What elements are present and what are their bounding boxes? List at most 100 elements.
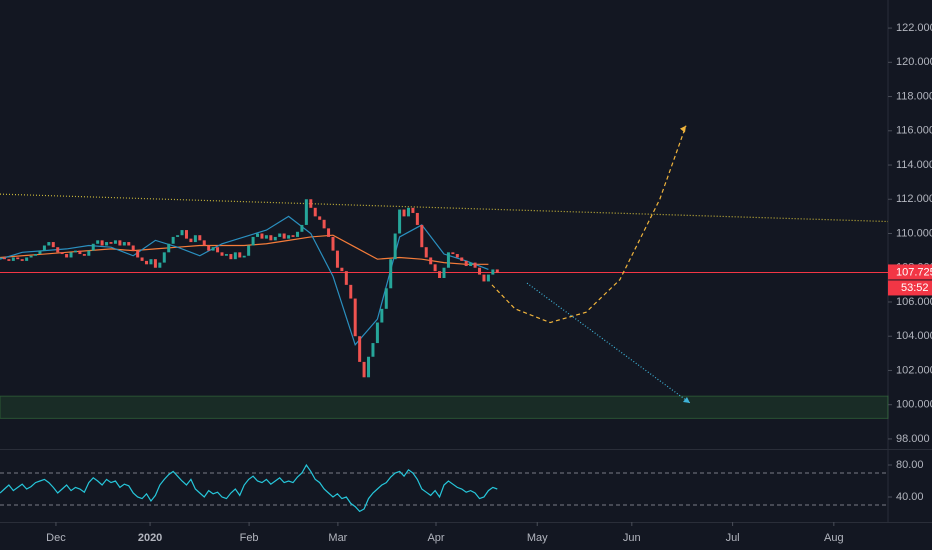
y-tick-label: 122.000 <box>896 22 932 34</box>
candle <box>460 257 464 261</box>
candle <box>109 242 113 244</box>
candle <box>238 252 242 258</box>
candle <box>220 252 224 256</box>
x-tick-label: Jun <box>623 532 641 544</box>
candle <box>486 274 490 282</box>
candle <box>282 233 286 239</box>
candle <box>469 262 473 267</box>
candle <box>424 247 428 258</box>
candle <box>278 233 282 237</box>
candle <box>42 245 46 251</box>
x-tick-label: Jul <box>726 532 740 544</box>
candle <box>260 233 264 239</box>
candle <box>211 247 215 251</box>
candle <box>20 259 24 261</box>
candle <box>224 254 228 256</box>
candle <box>149 259 153 265</box>
candle <box>162 252 166 263</box>
candle <box>60 252 64 255</box>
y-tick-label: 104.000 <box>896 330 932 342</box>
candle <box>291 235 295 237</box>
candle <box>451 252 455 255</box>
candle <box>113 240 117 244</box>
candle <box>65 254 69 258</box>
candle <box>29 255 33 258</box>
candle <box>304 199 308 225</box>
candle <box>118 240 122 246</box>
countdown-box <box>888 280 932 296</box>
candle <box>242 255 246 258</box>
candle <box>384 288 388 309</box>
y-tick-label: 120.000 <box>896 56 932 68</box>
candle <box>473 262 477 268</box>
support-zone <box>0 395 889 419</box>
target-arrowhead <box>682 396 690 403</box>
candle <box>344 271 348 285</box>
candle <box>189 238 193 243</box>
candle <box>455 254 459 258</box>
candle <box>78 250 82 255</box>
candle <box>482 274 486 282</box>
candle <box>176 235 180 237</box>
candle <box>7 259 11 261</box>
candle <box>375 322 379 344</box>
candle <box>402 209 406 217</box>
y-tick-label: 110.000 <box>896 227 932 239</box>
candle <box>313 207 317 217</box>
x-tick-label: May <box>527 532 548 544</box>
candle <box>300 224 304 232</box>
candle <box>105 242 109 246</box>
candle <box>406 207 410 217</box>
candle <box>256 233 260 237</box>
candle <box>433 264 437 272</box>
candle <box>322 219 326 229</box>
x-tick-label: Aug <box>824 532 844 544</box>
candle <box>56 247 60 253</box>
candle <box>251 236 255 246</box>
y-tick-label: 116.000 <box>896 125 932 137</box>
candle <box>446 252 450 268</box>
y-tick-label: 80.00 <box>896 459 924 471</box>
y-tick-label: 100.000 <box>896 399 932 411</box>
candle <box>331 236 335 251</box>
y-tick-label: 40.00 <box>896 491 924 503</box>
candle <box>295 231 299 237</box>
y-tick-label: 106.000 <box>896 296 932 308</box>
trendline <box>0 193 889 223</box>
candle <box>371 343 375 357</box>
x-tick-label: Mar <box>328 532 347 544</box>
candle <box>69 252 73 258</box>
candle <box>229 254 233 260</box>
candle <box>16 257 20 260</box>
candle <box>389 259 393 289</box>
candle <box>358 336 362 362</box>
candle <box>380 308 384 323</box>
candle <box>327 228 331 237</box>
candle <box>91 243 95 251</box>
candle <box>367 356 371 378</box>
candle <box>264 235 268 239</box>
candle <box>335 250 339 268</box>
y-tick-label: 102.000 <box>896 364 932 376</box>
candle <box>47 242 51 246</box>
candle <box>340 267 344 272</box>
candle <box>96 240 100 244</box>
candle <box>167 243 171 253</box>
candle <box>158 262 162 268</box>
candle <box>34 254 38 256</box>
moving-average <box>0 215 489 346</box>
x-tick-label: 2020 <box>138 532 162 544</box>
candle <box>198 235 202 241</box>
candle <box>122 242 126 246</box>
candle <box>442 267 446 279</box>
target-arrow <box>526 282 691 404</box>
x-tick-label: Apr <box>427 532 444 544</box>
candle <box>140 257 144 261</box>
x-tick-label: Dec <box>46 532 66 544</box>
candle <box>353 298 357 337</box>
y-tick-label: 98.000 <box>896 433 930 445</box>
candle <box>11 257 15 261</box>
price-label-box <box>888 264 932 280</box>
candle <box>2 257 6 260</box>
